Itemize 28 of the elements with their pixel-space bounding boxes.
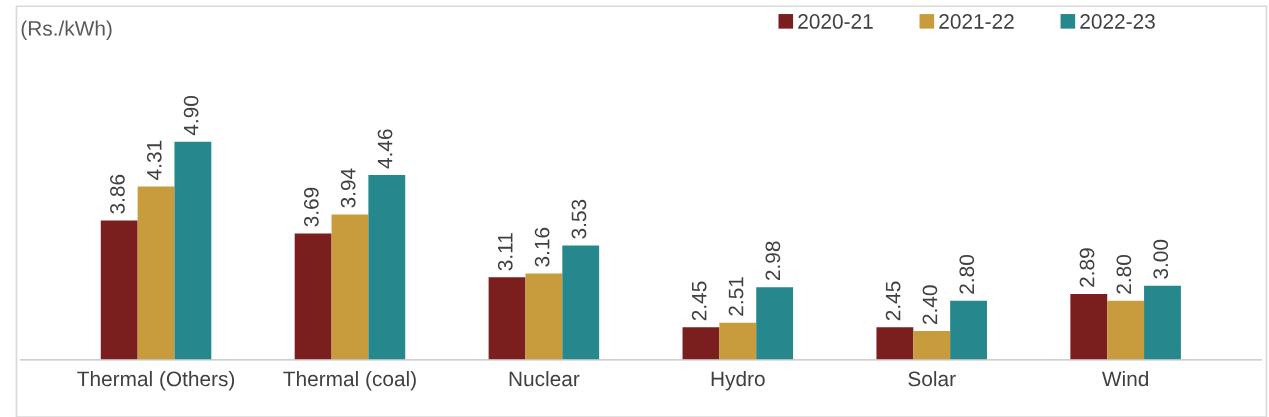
data-label: 3.94 <box>340 168 356 208</box>
data-label: 2.45 <box>885 281 901 321</box>
x-tick-label: Thermal (Others) <box>77 370 235 391</box>
legend-label: 2022-23 <box>1080 14 1155 29</box>
x-tick-label: Wind <box>1102 370 1149 387</box>
data-label: 3.86 <box>110 174 125 214</box>
x-tick-label: Nuclear <box>509 370 580 387</box>
y-axis-title: (Rs./kWh) <box>21 20 112 40</box>
data-label: 2.51 <box>728 277 744 316</box>
data-label: 3.11 <box>497 233 513 271</box>
data-label: 4.90 <box>183 95 199 136</box>
x-tick-label: Thermal (coal) <box>283 370 416 391</box>
legend-label: 2020-21 <box>798 14 873 29</box>
data-label: 2.80 <box>959 255 975 294</box>
data-label: 2.40 <box>922 285 938 324</box>
x-tick-label: Hydro <box>711 370 765 391</box>
data-label: 3.53 <box>571 199 587 239</box>
data-label: 4.31 <box>146 140 162 180</box>
data-label: 3.00 <box>1153 239 1169 279</box>
data-label: 4.46 <box>377 129 393 169</box>
x-tick-label: Solar <box>908 370 956 387</box>
data-label: 2.89 <box>1079 248 1095 287</box>
data-label: 3.16 <box>534 227 550 267</box>
data-label: 3.69 <box>303 187 319 227</box>
data-label: 2.98 <box>765 241 781 281</box>
data-label: 2.45 <box>691 281 707 321</box>
data-label: 2.80 <box>1116 255 1132 294</box>
legend-label: 2021-22 <box>939 14 1014 29</box>
